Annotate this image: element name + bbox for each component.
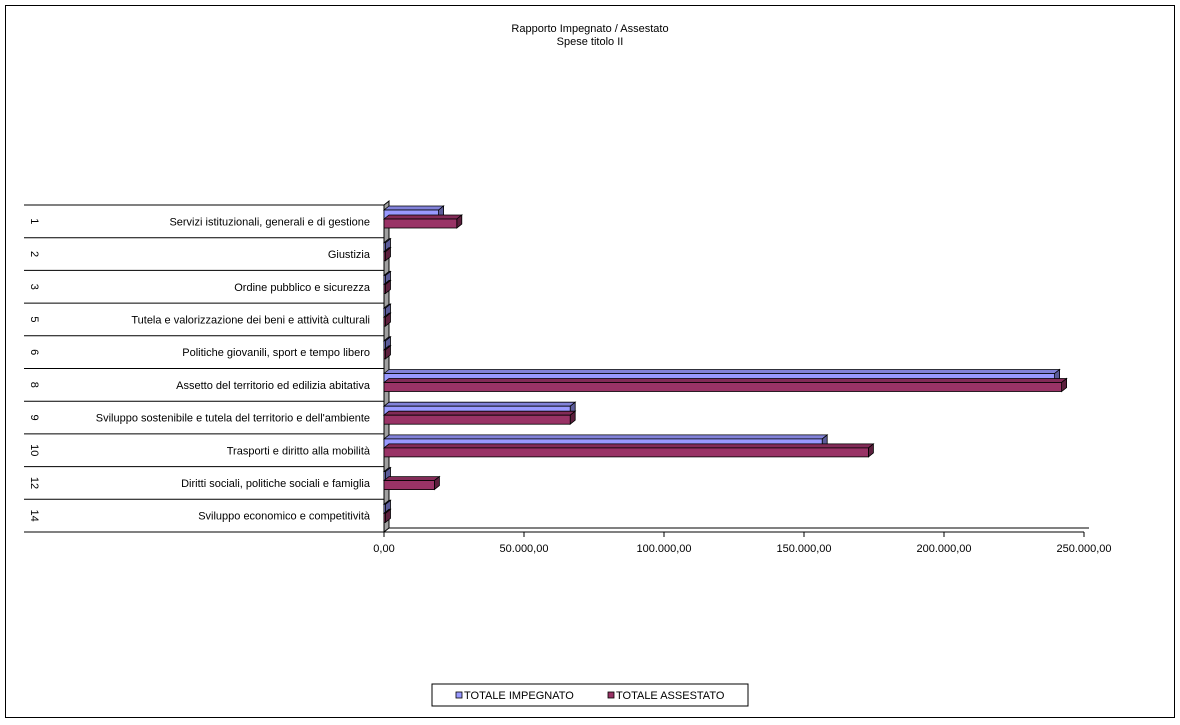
chart-title: Rapporto Impegnato / Assestato [511,23,669,35]
bar [383,218,458,229]
x-tick-label: 50.000,00 [500,543,549,555]
category-code: 14 [28,510,40,522]
bar-top-face [382,369,1061,374]
bar [383,512,386,523]
category-code: 6 [28,349,40,355]
category-code: 10 [28,444,40,456]
category-label: Servizi istituzionali, generali e di ges… [169,216,370,228]
category-code: 1 [28,218,40,224]
bar [383,349,386,360]
bar-top-face [382,410,577,416]
x-tick-label: 100.000,00 [636,543,691,555]
bar [383,447,869,458]
category-code: 3 [28,284,40,290]
category-label: Diritti sociali, politiche sociali e fam… [181,478,371,490]
category-label: Trasporti e diritto alla mobilità [227,445,371,457]
bar [383,251,386,262]
category-label: Ordine pubblico e sicurezza [234,282,371,294]
category-code: 5 [28,316,40,322]
bar-top-face [382,378,1068,383]
x-tick-label: 0,00 [373,543,394,555]
category-code: 12 [28,477,40,489]
category-label: Assetto del territorio ed edilizia abita… [176,380,371,392]
category-code: 9 [28,414,40,420]
legend-swatch [455,691,463,699]
x-tick-label: 200.000,00 [916,543,971,555]
bar-top-face [382,401,577,407]
category-label: Tutela e valorizzazione dei beni e attiv… [131,314,370,326]
category-label: Giustizia [328,249,371,261]
bar-top-face [382,214,463,220]
chart-frame [5,5,1175,718]
legend-swatch [607,691,615,699]
category-code: 8 [28,382,40,388]
x-tick-label: 150.000,00 [776,543,831,555]
chart-subtitle: Spese titolo II [556,36,624,48]
bar-top-face [382,205,445,211]
bar [383,480,435,491]
bar [383,382,1062,392]
legend-label: TOTALE IMPEGNATO [464,690,574,702]
bar [383,414,571,425]
bar [383,316,386,327]
legend-box [431,683,749,707]
category-label: Sviluppo economico e competitività [198,511,371,523]
bar [383,283,386,294]
category-code: 2 [28,251,40,257]
legend-label: TOTALE ASSESTATO [616,690,725,702]
bar-top-face [382,434,829,440]
x-tick-label: 250.000,00 [1056,543,1111,555]
bar-top-face [382,476,441,482]
category-label: Sviluppo sostenibile e tutela del territ… [96,413,370,425]
bar-top-face [382,443,875,449]
category-label: Politiche giovanili, sport e tempo liber… [182,347,370,359]
